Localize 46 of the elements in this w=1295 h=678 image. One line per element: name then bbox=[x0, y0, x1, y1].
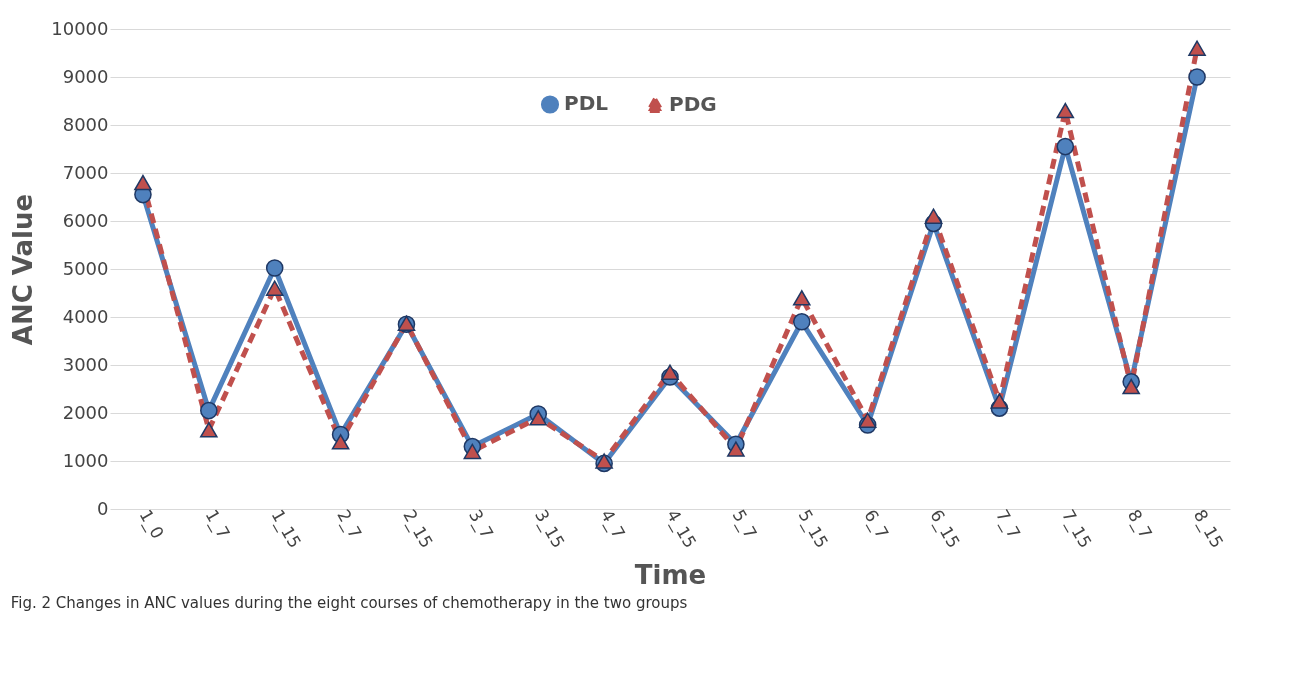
point bbox=[265, 280, 284, 296]
point bbox=[463, 443, 482, 460]
x-tick-label: 2_7 bbox=[332, 506, 366, 543]
point bbox=[265, 259, 284, 277]
x-tick-label: 4_7 bbox=[595, 506, 630, 543]
x-tick-label: 7_7 bbox=[991, 506, 1025, 543]
x-tick-label: 8_7 bbox=[1123, 506, 1157, 543]
point bbox=[200, 401, 218, 420]
point bbox=[331, 434, 350, 450]
y-tick-label: 9000 bbox=[62, 65, 109, 87]
y-tick-label: 1000 bbox=[62, 449, 109, 471]
x-axis-title: Time bbox=[634, 559, 707, 590]
point bbox=[924, 208, 943, 224]
point bbox=[858, 412, 877, 428]
y-tick-label: 3000 bbox=[62, 353, 109, 375]
point bbox=[1188, 68, 1206, 86]
point bbox=[727, 441, 745, 457]
x-tick-label: 3_7 bbox=[464, 506, 498, 543]
point bbox=[595, 453, 613, 469]
point bbox=[1056, 137, 1075, 156]
y-tick-label: 7000 bbox=[62, 161, 109, 183]
x-tick-label: 1_7 bbox=[200, 506, 234, 543]
y-tick-label: 6000 bbox=[62, 209, 109, 231]
x-tick-label: 5_7 bbox=[727, 506, 761, 543]
point bbox=[1122, 378, 1140, 395]
y-tick-label: 8000 bbox=[62, 113, 109, 135]
y-axis-title: ANC Value bbox=[8, 193, 39, 346]
point bbox=[1188, 40, 1206, 56]
legend-label: PDG bbox=[669, 91, 717, 116]
x-tick-label: 1_0 bbox=[134, 506, 169, 543]
point bbox=[200, 422, 218, 438]
point bbox=[990, 393, 1009, 409]
point bbox=[792, 290, 811, 306]
point bbox=[134, 174, 152, 191]
y-tick-label: 4000 bbox=[62, 305, 109, 327]
point bbox=[529, 410, 548, 426]
legend-label: PDL bbox=[564, 91, 609, 116]
point bbox=[1056, 102, 1075, 119]
x-tick-label: 6_7 bbox=[859, 506, 893, 543]
y-tick-label: 5000 bbox=[62, 257, 109, 279]
caption: Fig. 2 Changes in ANC values during the eight courses of chemotherapy in the two groups bbox=[10, 594, 688, 613]
y-tick-label: 0 bbox=[97, 497, 109, 519]
point bbox=[661, 364, 679, 380]
y-tick-label: 2000 bbox=[62, 401, 109, 423]
y-tick-label: 10000 bbox=[51, 17, 109, 39]
point bbox=[792, 313, 811, 331]
